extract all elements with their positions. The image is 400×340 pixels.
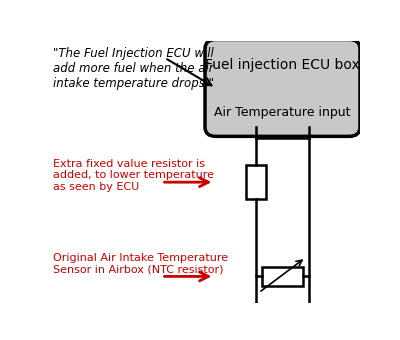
FancyBboxPatch shape [205, 39, 360, 136]
Text: Original Air Intake Temperature
Sensor in Airbox (NTC resistor): Original Air Intake Temperature Sensor i… [53, 253, 228, 274]
Text: Fuel injection ECU box: Fuel injection ECU box [205, 58, 360, 72]
Text: Extra fixed value resistor is
added, to lower temperature
as seen by ECU: Extra fixed value resistor is added, to … [53, 158, 214, 192]
Text: "The Fuel Injection ECU will
add more fuel when the air
intake temperature drops: "The Fuel Injection ECU will add more fu… [53, 47, 214, 90]
Bar [262, 267, 303, 286]
Text: Air Temperature input: Air Temperature input [214, 106, 351, 119]
Bar [246, 165, 266, 199]
